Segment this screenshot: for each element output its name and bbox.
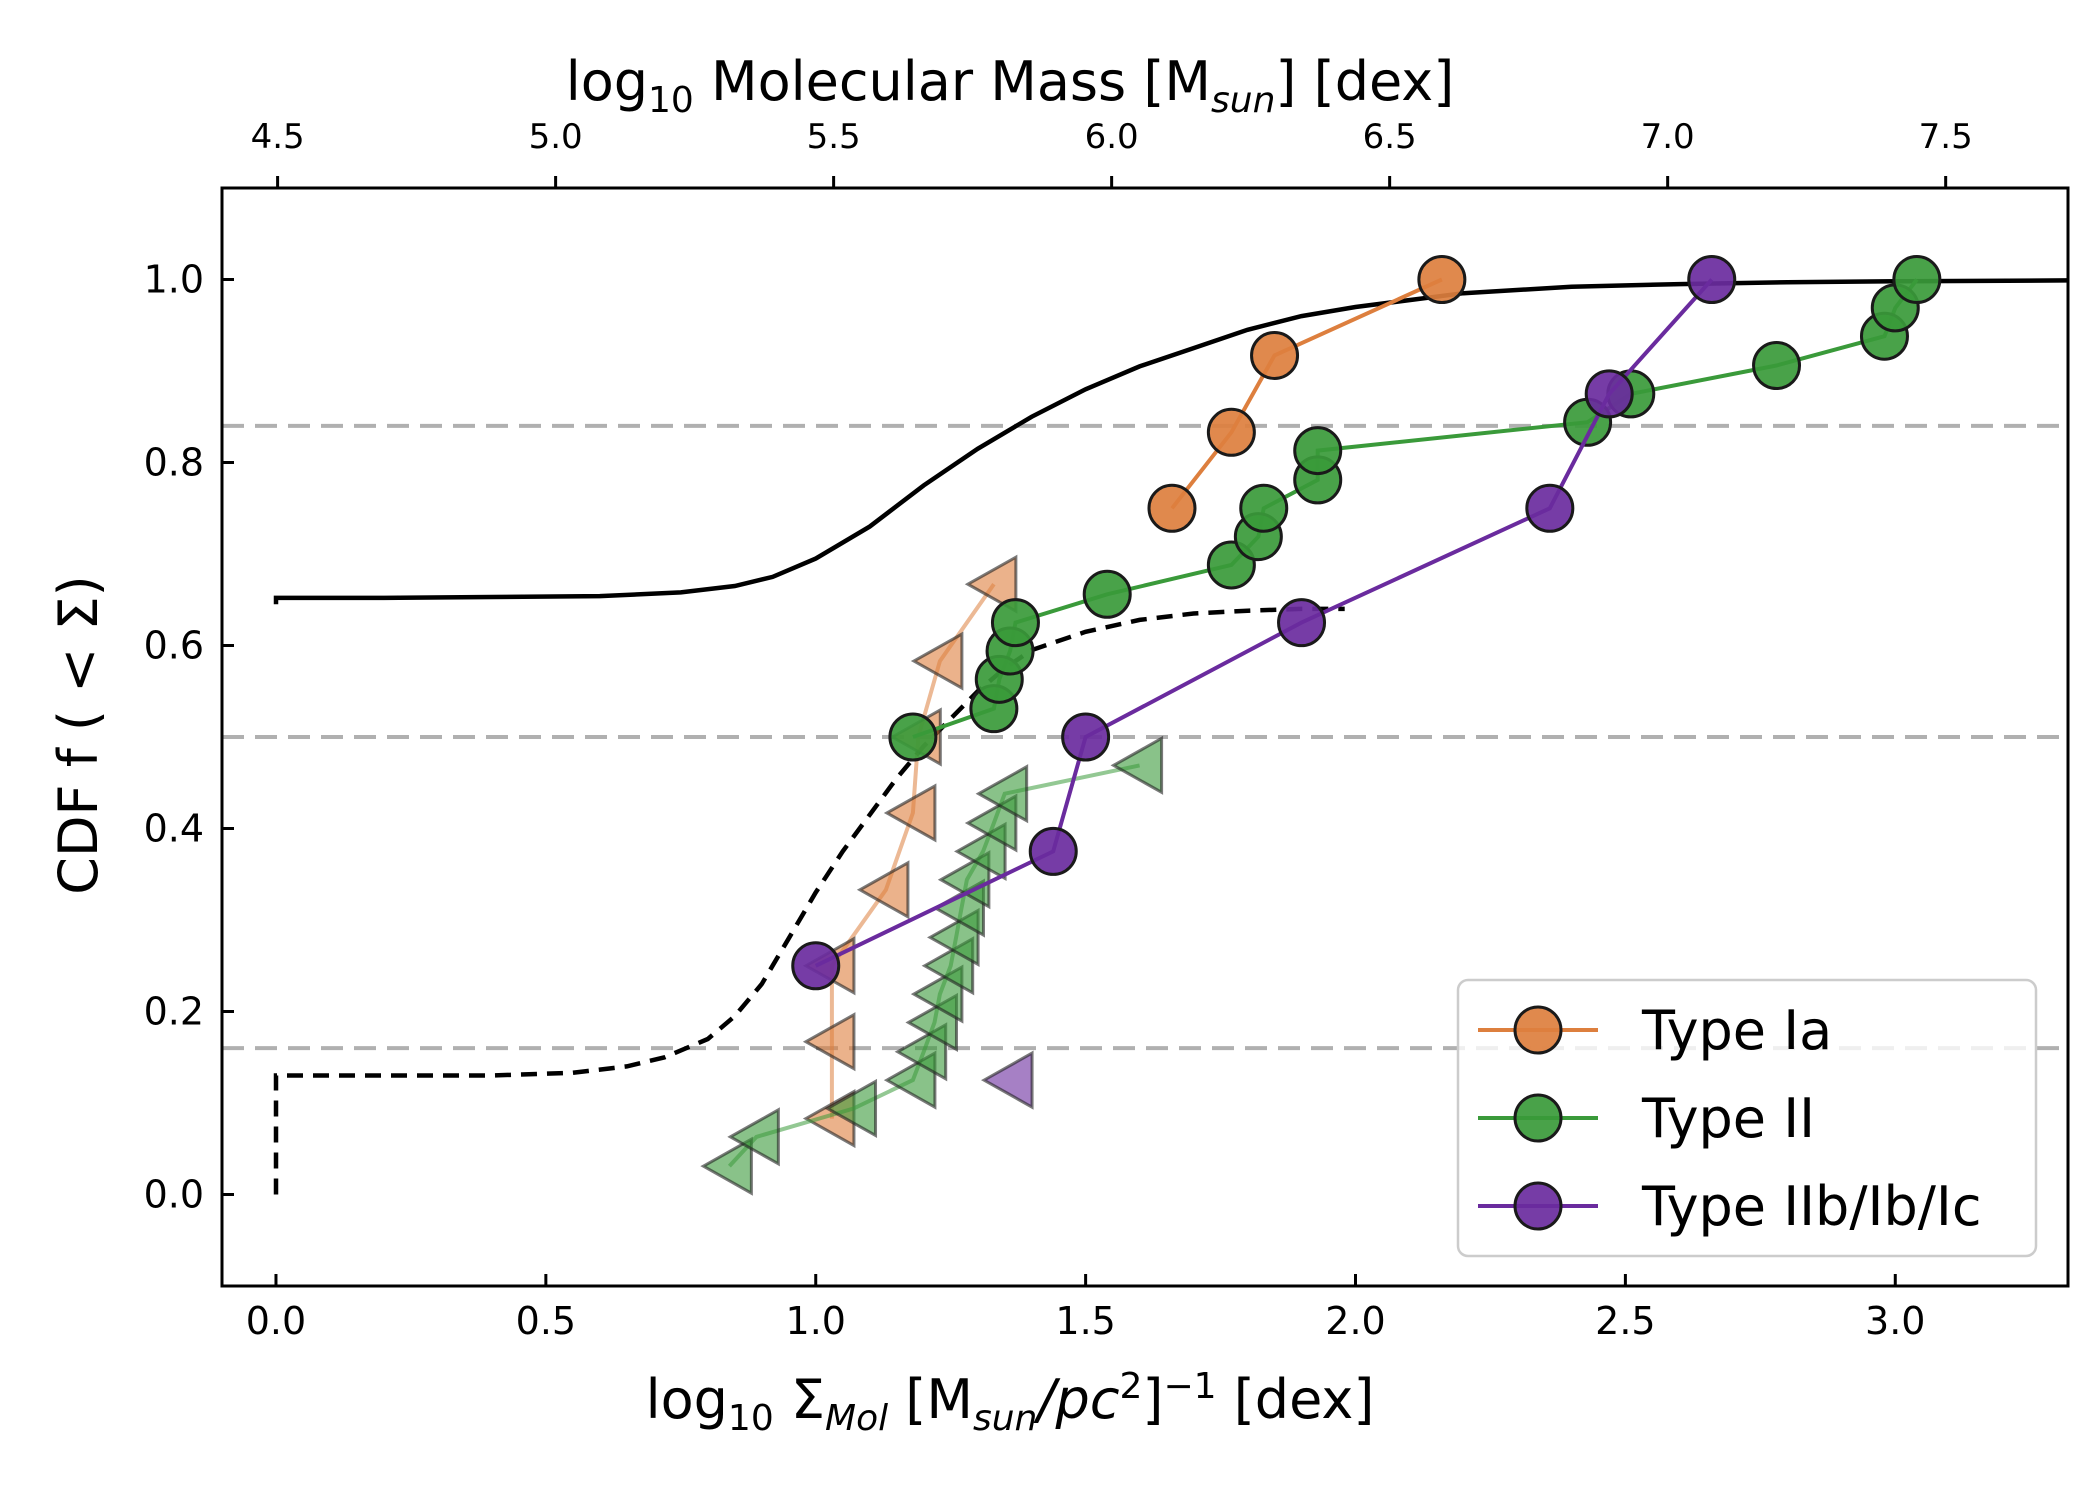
x-tick-label: 0.5 bbox=[516, 1299, 576, 1343]
detection-point bbox=[888, 712, 938, 762]
x-tick-label: 2.0 bbox=[1325, 1299, 1385, 1343]
detection-point bbox=[1277, 598, 1327, 648]
top-x-axis-title: log10 Molecular Mass [Msun] [dex] bbox=[566, 50, 1455, 121]
y-tick-label: 0.0 bbox=[144, 1173, 204, 1217]
x-tick-label: 1.0 bbox=[786, 1299, 846, 1343]
detection-point bbox=[1147, 483, 1197, 533]
detection-line bbox=[1170, 277, 1443, 510]
top-x-tick-label: 6.0 bbox=[1085, 117, 1139, 157]
legend-item-3: Type IIb/Ib/Ic bbox=[1478, 1175, 1982, 1238]
detection-point bbox=[1239, 483, 1289, 533]
axis-ticks: 0.0 0.5 1.0 1.5 2.0 2.5 3.0 0.0 0.2 0.4 0.6 0.8 1.0 4… bbox=[144, 117, 1973, 1343]
legend: Type Ia Type II Type IIb/Ib/Ic bbox=[1456, 978, 2038, 1258]
legend-frame bbox=[1456, 978, 2038, 1258]
detection-point bbox=[1293, 426, 1343, 476]
detection-point bbox=[1752, 341, 1802, 391]
upper-limit-marker bbox=[727, 1107, 780, 1167]
detection-point bbox=[1687, 255, 1737, 304]
series-2 bbox=[700, 255, 1942, 1196]
upper-limit-marker bbox=[1110, 735, 1164, 795]
upper-limit-marker bbox=[964, 554, 1018, 614]
detection-point bbox=[1250, 330, 1300, 380]
upper-limit-marker bbox=[802, 1012, 856, 1072]
top-x-tick-label: 7.5 bbox=[1919, 117, 1973, 157]
upper-limit-marker bbox=[910, 631, 964, 691]
y-axis-title: CDF f ( < Σ) bbox=[47, 575, 110, 895]
detection-point bbox=[1584, 369, 1634, 419]
top-x-tick-label: 6.5 bbox=[1363, 117, 1417, 157]
series-3 bbox=[791, 255, 1737, 1110]
detection-point bbox=[1417, 255, 1467, 304]
y-tick-label: 0.6 bbox=[144, 624, 204, 668]
legend-label: Type Ia bbox=[1641, 999, 1832, 1062]
y-tick-label: 0.8 bbox=[144, 441, 204, 485]
upper-limit-marker bbox=[980, 1050, 1034, 1110]
legend-marker bbox=[1513, 1093, 1563, 1143]
upper-limit-marker bbox=[824, 1078, 878, 1139]
model-curves bbox=[273, 278, 2069, 1195]
top-x-tick-label: 5.5 bbox=[807, 117, 861, 157]
upper-limit-marker bbox=[883, 783, 937, 843]
x-tick-label: 3.0 bbox=[1865, 1299, 1925, 1343]
y-tick-label: 0.2 bbox=[144, 990, 204, 1034]
detection-point bbox=[791, 941, 841, 991]
legend-item-2: Type II bbox=[1478, 1087, 1815, 1150]
legend-marker bbox=[1513, 1181, 1563, 1231]
upper-limit-marker bbox=[975, 764, 1029, 824]
top-x-tick-label: 4.5 bbox=[251, 117, 305, 157]
legend-label: Type II bbox=[1641, 1087, 1815, 1150]
legend-marker bbox=[1513, 1005, 1563, 1055]
upper-limit-marker bbox=[856, 860, 910, 920]
x-tick-label: 1.5 bbox=[1055, 1299, 1115, 1343]
x-axis-title: log10 ΣMol [Msun/pc2]−1 [dex] bbox=[646, 1366, 1375, 1439]
detection-point bbox=[1525, 483, 1575, 533]
model-curve-solid bbox=[273, 278, 2069, 605]
upper-limit-marker bbox=[700, 1136, 753, 1196]
detection-point bbox=[1082, 569, 1132, 619]
detection-point bbox=[990, 598, 1040, 648]
detection-point bbox=[1892, 255, 1942, 304]
y-tick-label: 0.4 bbox=[144, 807, 204, 851]
legend-item-1: Type Ia bbox=[1478, 999, 1832, 1062]
x-tick-label: 2.5 bbox=[1595, 1299, 1655, 1343]
legend-label: Type IIb/Ib/Ic bbox=[1641, 1175, 1982, 1238]
plot-frame bbox=[220, 186, 2070, 1288]
y-tick-label: 1.0 bbox=[144, 258, 204, 302]
top-x-tick-label: 5.0 bbox=[529, 117, 583, 157]
series-layer bbox=[700, 255, 1942, 1196]
model-curve-dashed bbox=[273, 606, 1345, 1195]
detection-point bbox=[1206, 407, 1256, 457]
x-tick-label: 0.0 bbox=[246, 1299, 306, 1343]
detection-point bbox=[1061, 712, 1111, 762]
detection-point bbox=[1028, 826, 1078, 876]
top-x-tick-label: 7.0 bbox=[1641, 117, 1695, 157]
